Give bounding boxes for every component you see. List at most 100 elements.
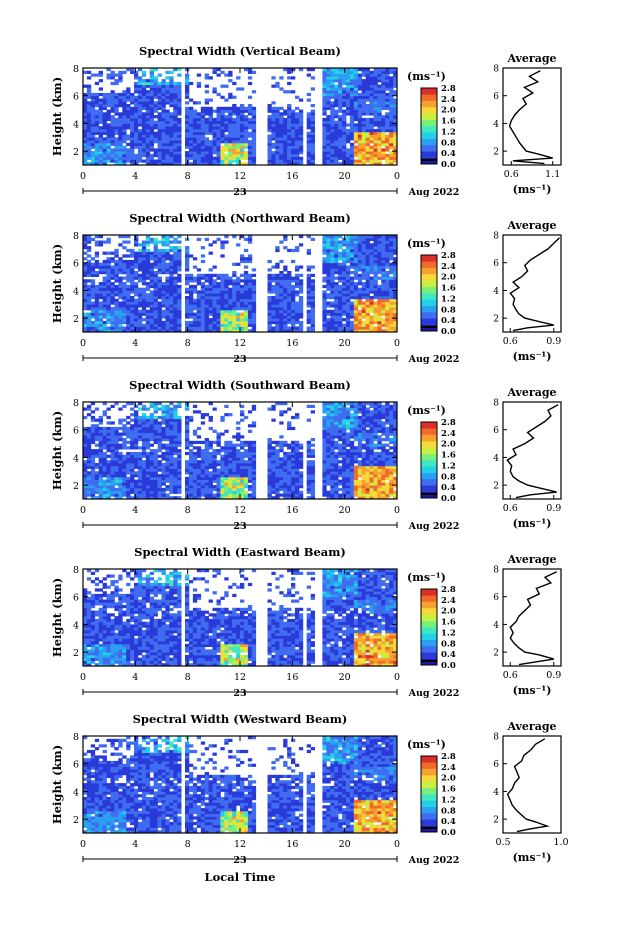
heatmap-cell [169,418,174,422]
heatmap-cell [106,309,111,313]
heatmap-cell [295,326,300,330]
heatmap-cell [381,156,386,160]
heatmap-cell [393,301,398,305]
heatmap-cell [208,243,213,247]
heatmap-cell [357,101,363,105]
heatmap-cell [369,304,374,308]
heatmap-cell [94,126,100,130]
heatmap-cell [385,73,390,77]
heatmap-cell [196,315,202,319]
heatmap-cell [185,298,190,302]
heatmap-cell [153,265,158,269]
heatmap-cell [342,307,347,311]
heatmap-cell [389,117,394,122]
heatmap-cell [200,148,206,152]
heatmap-cell [110,485,115,489]
heatmap-cell [377,95,382,99]
heatmap-cell [346,309,351,313]
heatmap-cell [369,120,374,124]
heatmap-cell [173,81,178,86]
heatmap-cell [224,142,229,146]
heatmap-cell [310,76,315,80]
heatmap-cell [90,257,96,261]
heatmap-cell [373,301,378,305]
heatmap-cell [353,148,359,152]
heatmap-cell [389,98,394,102]
heatmap-cell [204,471,209,475]
heatmap-cell [279,112,284,116]
heatmap-cell [377,123,382,127]
heatmap-cell [141,407,147,411]
heatmap-cell [145,282,151,286]
heatmap-cell [173,463,178,467]
heatmap-cell [86,312,92,316]
heatmap-cell [137,424,143,428]
heatmap-cell [275,126,280,130]
heatmap-cell [346,76,351,80]
heatmap-cell [365,301,370,305]
heatmap-cell [110,301,115,305]
heatmap-cell [357,320,363,325]
heatmap-cell [208,126,213,130]
heatmap-cell [283,315,288,319]
heatmap-cell [157,443,162,447]
heatmap-cell [134,162,139,166]
heatmap-cell [240,142,245,146]
heatmap-cell [275,301,280,305]
heatmap-cell [94,73,100,77]
heatmap-cell [385,148,390,152]
heatmap-cell [106,273,111,277]
heatmap-cell [216,115,221,119]
heatmap-cell [295,309,300,313]
heatmap-cell [377,262,382,266]
heatmap-cell [275,296,280,300]
heatmap-cell [196,293,202,297]
heatmap-cell [122,301,127,305]
heatmap-cell [130,474,135,478]
heatmap-cell [361,104,366,108]
heatmap-cell [157,490,162,494]
heatmap-cell [177,92,182,97]
heatmap-cell [173,148,178,152]
heatmap-cell [365,243,370,247]
heatmap-cell [126,307,131,311]
heatmap-cell [322,101,327,105]
heatmap-cell [130,259,135,264]
heatmap-cell [310,134,315,138]
heatmap-cell [243,323,249,327]
heatmap-cell [130,468,135,472]
heatmap-cell [200,304,206,308]
heatmap-cell [130,296,135,300]
heatmap-cell [357,68,363,72]
heatmap-cell [141,323,147,327]
colorbar-band [421,100,437,108]
heatmap-cell [192,493,198,497]
heatmap-cell [236,243,241,247]
heatmap-cell [173,106,178,110]
heatmap-cell [141,126,147,130]
heatmap-cell [173,415,178,420]
heatmap-cell [342,79,347,83]
heatmap-cell [165,309,170,313]
heatmap-cell [83,112,88,116]
heatmap-cell [83,482,88,486]
heatmap-cell [216,326,221,330]
heatmap-cell [94,309,100,313]
heatmap-cell [86,137,92,141]
heatmap-cell [130,284,135,289]
x-tick-label: 0 [394,338,400,349]
heatmap-cell [94,487,100,492]
heatmap-cell [141,496,147,500]
heatmap-cell [361,131,366,135]
heatmap-cell [216,290,221,294]
heatmap-cell [322,318,327,322]
y-axis-label: Height (km) [50,77,64,156]
heatmap-cell [381,151,386,155]
heatmap-cell [385,279,390,283]
heatmap-cell [106,109,111,113]
heatmap-cell [349,92,355,97]
heatmap-cell [373,153,378,158]
heatmap-cell [94,323,100,327]
heatmap-cell [165,112,170,116]
heatmap-cell [346,307,351,311]
